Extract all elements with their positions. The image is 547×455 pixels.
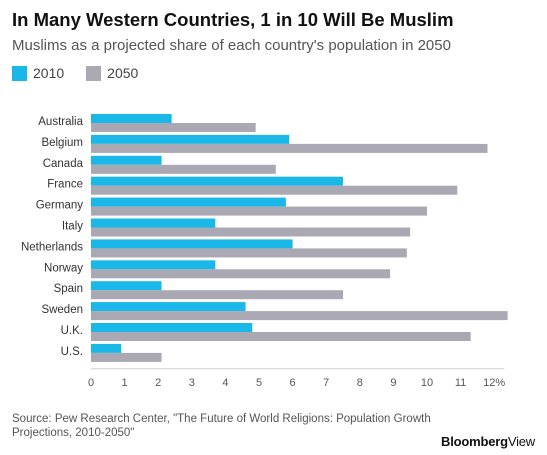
country-labels: Australia Belgium Canada France Germany Italy…: [21, 116, 84, 358]
x-tick-label: 10: [421, 377, 433, 389]
brand-section: View: [507, 434, 535, 449]
x-tick-label: 9: [390, 377, 396, 389]
bar-2050-norway: [91, 269, 391, 279]
bar-2010-u-s: [91, 343, 122, 353]
bar-2050-canada: [91, 164, 276, 174]
country-label-australia: Australia: [38, 116, 83, 128]
bar-2050-australia: [91, 123, 256, 132]
bar-2010-canada: [91, 155, 162, 165]
legend-swatch-2050: [86, 65, 102, 81]
legend-swatch-2010: [12, 65, 27, 81]
x-tick-label: 4: [222, 377, 228, 389]
country-label-netherlands: Netherlands: [21, 241, 83, 253]
bar-2050-germany: [91, 206, 427, 216]
bar-2050-netherlands: [91, 248, 407, 258]
country-label-italy: Italy: [62, 221, 83, 233]
legend-label-2010: 2010: [33, 65, 65, 81]
bar-2010-germany: [91, 197, 286, 207]
country-label-u-s: U.S.: [61, 346, 83, 358]
bar-2050-sweden: [91, 311, 508, 321]
legend-item-2050: 2050: [86, 65, 138, 81]
bar-2010-australia: [91, 114, 172, 123]
bloomberg-view-logo: BloombergView: [441, 434, 535, 449]
bar-2050-belgium: [91, 143, 488, 153]
chart-subtitle: Muslims as a projected share of each cou…: [12, 37, 451, 54]
x-tick-label: 0: [88, 377, 94, 389]
bar-2010-netherlands: [91, 239, 293, 249]
bar-2050-france: [91, 185, 458, 195]
bar-2010-belgium: [91, 134, 290, 144]
bar-2050-italy: [91, 227, 411, 237]
country-label-u-k: U.K.: [61, 325, 83, 337]
legend-item-2010: 2010: [12, 65, 64, 81]
bar-2010-italy: [91, 218, 216, 228]
bars: [91, 114, 508, 362]
country-label-canada: Canada: [43, 158, 84, 170]
bar-2010-u-k: [91, 323, 253, 332]
bar-chart: Australia Belgium Canada France Germany Italy…: [21, 114, 508, 389]
bar-2010-norway: [91, 260, 216, 270]
country-label-spain: Spain: [54, 283, 83, 295]
brand-name: Bloomberg: [441, 434, 508, 449]
x-tick-label: 8: [357, 377, 363, 389]
bar-2050-spain: [91, 290, 343, 300]
x-tick-label: 5: [256, 377, 262, 389]
x-tick-label: 6: [290, 377, 296, 389]
bar-2010-sweden: [91, 302, 246, 312]
bar-2010-france: [91, 176, 343, 186]
x-tick-label: 2: [155, 377, 161, 389]
country-label-france: France: [47, 179, 83, 191]
chart-title: In Many Western Countries, 1 in 10 Will …: [12, 9, 454, 30]
bar-2050-u-s: [91, 352, 162, 362]
x-axis: 0 1 2 3 4 5 6 7 8 9 10 11 12%: [88, 368, 505, 389]
country-label-belgium: Belgium: [41, 137, 83, 149]
bar-2050-u-k: [91, 332, 471, 341]
x-tick-label: 12%: [483, 377, 505, 389]
x-tick-label: 1: [122, 377, 128, 389]
x-tick-label: 3: [189, 377, 195, 389]
country-label-germany: Germany: [36, 200, 84, 212]
x-tick-label: 7: [323, 377, 329, 389]
country-label-sweden: Sweden: [41, 304, 83, 316]
bar-2010-spain: [91, 281, 162, 291]
x-tick-label: 11: [455, 377, 466, 389]
legend: 2010 2050: [12, 63, 160, 83]
country-label-norway: Norway: [44, 262, 83, 274]
source-note: Source: Pew Research Center, "The Future…: [12, 413, 431, 439]
legend-label-2050: 2050: [107, 65, 139, 81]
